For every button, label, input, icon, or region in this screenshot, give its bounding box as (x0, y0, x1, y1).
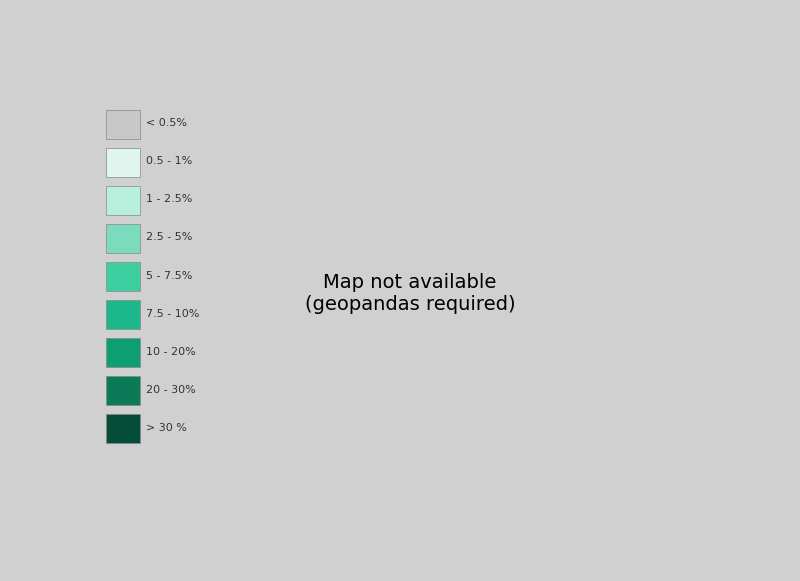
Text: Map not available
(geopandas required): Map not available (geopandas required) (305, 273, 515, 314)
FancyBboxPatch shape (106, 338, 140, 367)
FancyBboxPatch shape (106, 414, 140, 443)
Text: 5 - 7.5%: 5 - 7.5% (146, 271, 193, 281)
Text: > 30 %: > 30 % (146, 422, 187, 433)
FancyBboxPatch shape (106, 224, 140, 253)
Text: 10 - 20%: 10 - 20% (146, 346, 196, 357)
Text: 7.5 - 10%: 7.5 - 10% (146, 309, 200, 318)
FancyBboxPatch shape (106, 376, 140, 406)
FancyBboxPatch shape (106, 110, 140, 139)
FancyBboxPatch shape (106, 262, 140, 291)
FancyBboxPatch shape (106, 300, 140, 329)
Text: 1 - 2.5%: 1 - 2.5% (146, 195, 193, 205)
Text: < 0.5%: < 0.5% (146, 119, 187, 128)
Text: 0.5 - 1%: 0.5 - 1% (146, 156, 193, 166)
Text: 2.5 - 5%: 2.5 - 5% (146, 232, 193, 242)
Text: 20 - 30%: 20 - 30% (146, 385, 196, 394)
FancyBboxPatch shape (106, 186, 140, 215)
FancyBboxPatch shape (106, 148, 140, 177)
